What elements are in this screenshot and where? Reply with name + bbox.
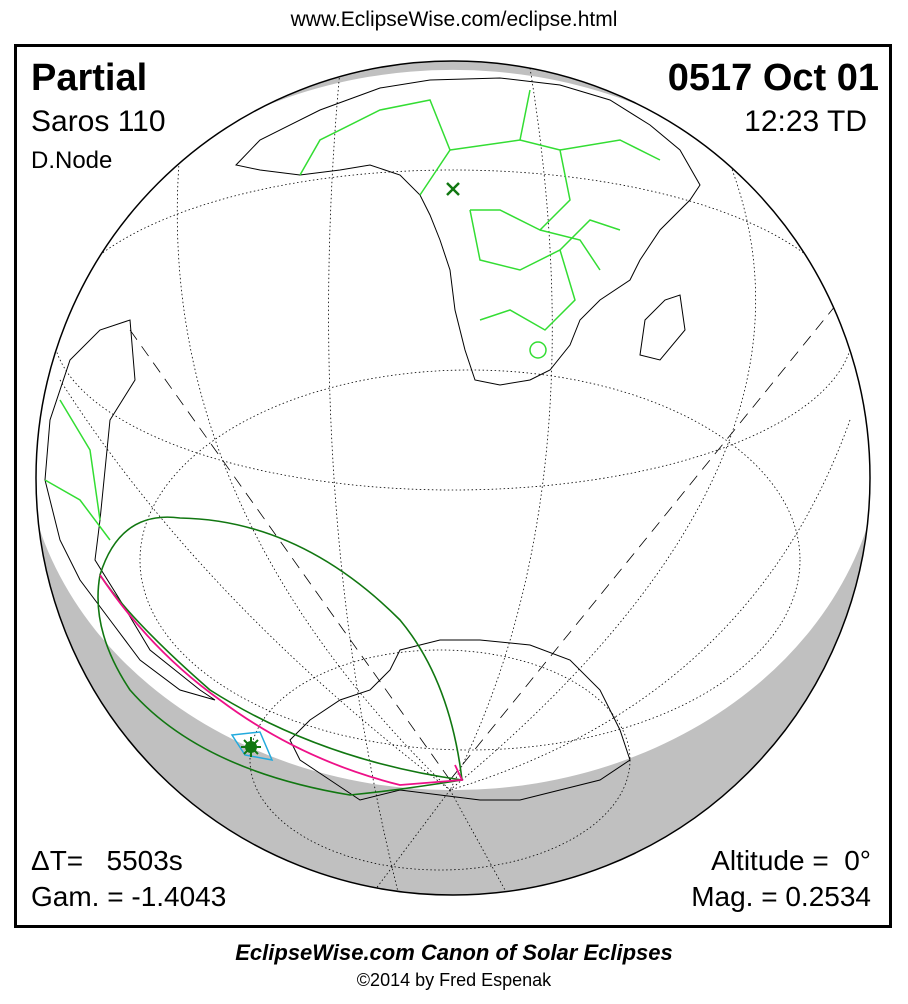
- delta-t: ΔT= 5503s: [31, 845, 183, 876]
- africa-coast: [235, 77, 701, 386]
- greatest-eclipse-box: [230, 731, 274, 761]
- saros-number: Saros 110: [31, 105, 166, 138]
- globe-map: [35, 60, 871, 896]
- antarctica-coast: [289, 639, 631, 801]
- ecliptic-lines: [129, 299, 841, 781]
- eclipse-date: 0517 Oct 01: [667, 57, 879, 99]
- eclipse-time: 12:23 TD: [744, 105, 867, 138]
- meridian-line: [176, 149, 451, 791]
- globe-outline: [35, 60, 871, 896]
- altitude: Altitude = 0°: [711, 845, 871, 876]
- footer-copyright: ©2014 by Fred Espenak: [356, 970, 552, 990]
- node-label: D.Node: [31, 147, 113, 174]
- coastlines: [44, 77, 701, 801]
- eclipse-curves: [97, 516, 464, 796]
- meridian-line: [449, 67, 553, 791]
- meridian-line: [449, 139, 756, 791]
- country-borders: [44, 89, 661, 541]
- madagascar-coast: [639, 294, 686, 361]
- source-url: www.EclipseWise.com/eclipse.html: [290, 8, 618, 31]
- gamma: Gam. = -1.4043: [31, 881, 227, 912]
- meridian-line: [59, 379, 451, 791]
- star-burst-icon: [241, 737, 261, 757]
- footer-title: EclipseWise.com Canon of Solar Eclipses: [235, 940, 673, 965]
- globe-disc: [36, 61, 870, 895]
- night-shade: [36, 61, 870, 895]
- max-eclipse-curve: [99, 574, 464, 786]
- x-mark-icon: [446, 182, 460, 196]
- eclipse-map-frame: Partial Saros 110 D.Node 0517 Oct 01 12:…: [14, 44, 892, 928]
- magnitude: Mag. = 0.2534: [691, 881, 871, 912]
- meridian-line: [449, 419, 851, 791]
- south-america-coast: [44, 319, 216, 701]
- penumbra-limit-inner: [99, 574, 463, 781]
- parallel-line: [139, 369, 801, 751]
- eclipse-type: Partial: [31, 57, 148, 99]
